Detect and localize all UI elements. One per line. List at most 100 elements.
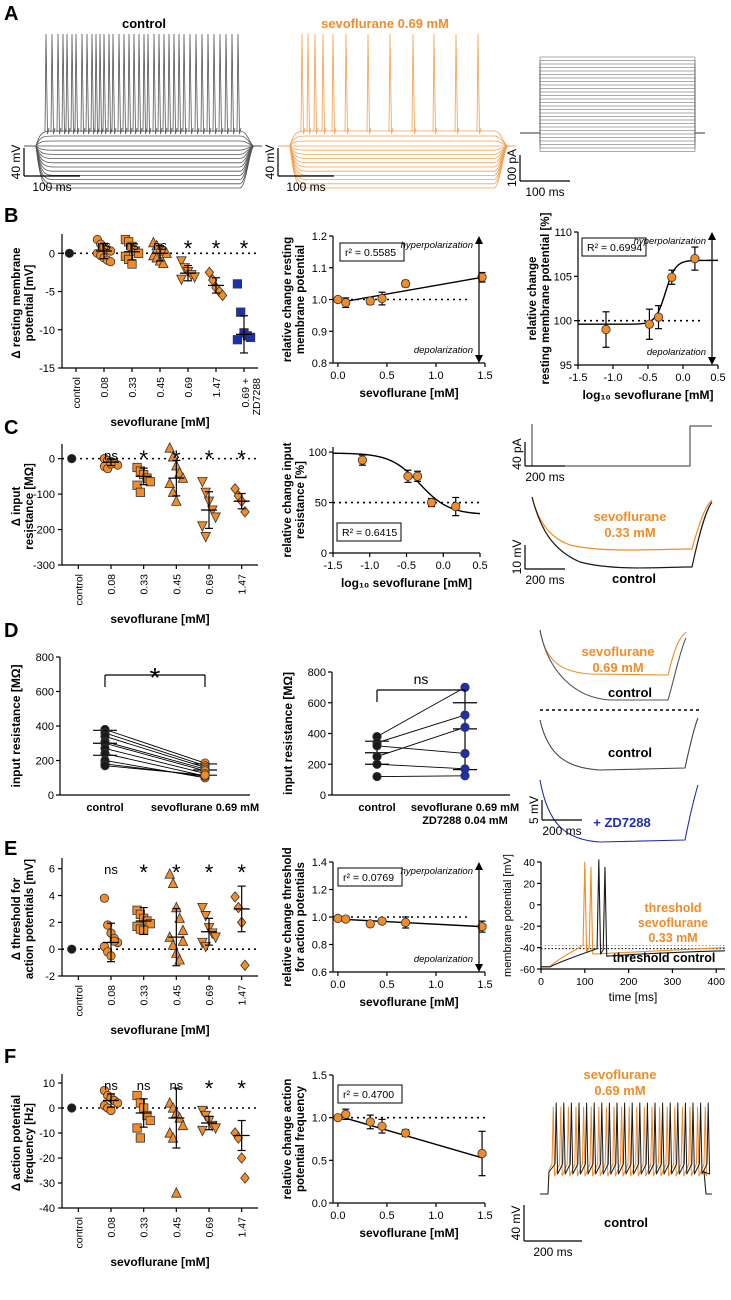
y-tick-label: 2	[49, 917, 55, 929]
data-point	[460, 722, 470, 732]
y-tick-label: 10	[43, 1078, 55, 1090]
x-tick-label: ZD7288	[251, 378, 263, 416]
significance-mark: ns	[97, 238, 111, 253]
y-tick-label: -300	[33, 560, 55, 572]
x-axis-title: time [ms]	[609, 990, 658, 1004]
data-point	[341, 1109, 351, 1119]
r2-box	[337, 867, 403, 887]
pair-line	[376, 775, 466, 777]
significance-mark: *	[237, 1076, 246, 1101]
data-point	[176, 256, 187, 268]
data-point	[170, 1186, 182, 1198]
current-step-trace	[278, 145, 516, 189]
step-line	[539, 133, 696, 152]
x-tick-label: 0.69 +	[240, 378, 252, 408]
x-tick-label: 0.08	[106, 574, 118, 595]
x-tick-label: control	[71, 377, 83, 409]
r2-box	[581, 237, 647, 257]
step-line	[539, 95, 696, 133]
x-tick-label: -0.5	[397, 560, 416, 572]
x-tick-label: 0.5	[379, 370, 394, 382]
action-potential	[182, 33, 188, 135]
x-tick-label: sevoflurane 0.69 mM	[151, 802, 259, 814]
y-tick-label: 0.9	[312, 326, 327, 338]
action-potential	[230, 33, 236, 135]
data-point	[341, 914, 351, 924]
data-point	[167, 450, 179, 462]
x-tick-label: 0	[538, 976, 544, 988]
current-step-trace	[289, 130, 509, 147]
data-point	[477, 922, 487, 932]
y-tick-label: 0.6	[312, 967, 327, 979]
scale-bar-a3-h-label: 100 ms	[525, 185, 564, 199]
y-tick-label: -5	[45, 287, 55, 299]
scale-bar-c1-v-label: 40 pA	[510, 438, 524, 469]
x-tick-label: 0.69	[183, 377, 195, 398]
scale-bar-a1-h-label: 100 ms	[32, 180, 71, 194]
y-tick-label: 50	[315, 498, 327, 510]
action-potential	[306, 33, 312, 135]
arrow-head	[475, 236, 483, 244]
data-point	[135, 1133, 145, 1143]
y-axis-title: relative change	[527, 257, 539, 341]
data-point	[232, 279, 242, 289]
action-potential	[344, 33, 350, 135]
significance-mark: *	[150, 662, 161, 693]
action-potential	[146, 33, 152, 135]
data-point	[333, 913, 343, 923]
action-potential	[476, 33, 482, 135]
sevoflurane-trace	[539, 629, 687, 676]
y-tick-label: 1.5	[312, 1070, 327, 1082]
x-tick-label: 1.0	[428, 1210, 443, 1222]
fit-line	[337, 1115, 483, 1159]
data-point	[145, 477, 155, 487]
r2-label: r² = 0.4700	[343, 1089, 394, 1101]
control-label: control	[612, 571, 656, 586]
sevoflurane-conc-label: 0.33 mM	[604, 525, 655, 540]
x-tick-label: 0.33	[139, 985, 151, 1006]
data-point	[377, 1121, 387, 1131]
data-point	[400, 1128, 411, 1138]
data-point	[127, 259, 137, 269]
r2-label: R² = 0.6994	[587, 242, 642, 254]
scale-bar-a2-v-label: 40 mV	[263, 145, 277, 180]
action-potential	[132, 33, 138, 135]
data-point	[200, 487, 212, 499]
hyperpolarization-label: hyperpolarization	[401, 866, 473, 877]
y-tick-label: -100	[33, 489, 55, 501]
sevoflurane-conc-label: 0.69 mM	[592, 660, 643, 675]
current-step-trace	[278, 145, 516, 168]
scale-bar-a2-h-label: 100 ms	[286, 180, 325, 194]
y-axis-title: Δ threshold for	[11, 877, 23, 960]
scale-bar-f-h-label: 200 ms	[533, 1245, 572, 1259]
x-tick-label: ZD7288 0.04 mM	[422, 815, 508, 827]
data-point	[164, 441, 176, 453]
x-tick-label: 1.0	[428, 370, 443, 382]
action-potential	[188, 33, 194, 135]
current-step-trace	[278, 145, 516, 155]
current-step-trace	[278, 145, 516, 159]
data-point	[177, 1119, 189, 1131]
action-potential	[94, 33, 100, 135]
data-point	[210, 1123, 221, 1135]
x-axis-title: sevoflurane [mM]	[110, 612, 209, 626]
action-potential	[454, 33, 460, 135]
data-point	[426, 497, 437, 508]
x-tick-label: 0.45	[155, 377, 167, 398]
action-potential	[206, 33, 212, 135]
y-tick-label: 1.2	[312, 231, 327, 243]
data-point	[477, 272, 487, 282]
data-point	[460, 771, 470, 781]
data-point	[157, 257, 169, 268]
sevoflurane-trace-family	[278, 33, 516, 189]
scale-bar-d-v-label: 5 mV	[527, 796, 541, 824]
y-tick-label: 4	[49, 891, 55, 903]
data-point	[200, 532, 212, 543]
y-axis-title: input resistance [MΩ]	[281, 672, 295, 795]
data-point	[174, 912, 185, 923]
y-axis-title: relative change input	[282, 442, 294, 557]
action-potential	[65, 33, 71, 135]
pair-line	[376, 745, 466, 754]
x-tick-label: 0.5	[710, 372, 725, 384]
data-point	[365, 1117, 375, 1127]
